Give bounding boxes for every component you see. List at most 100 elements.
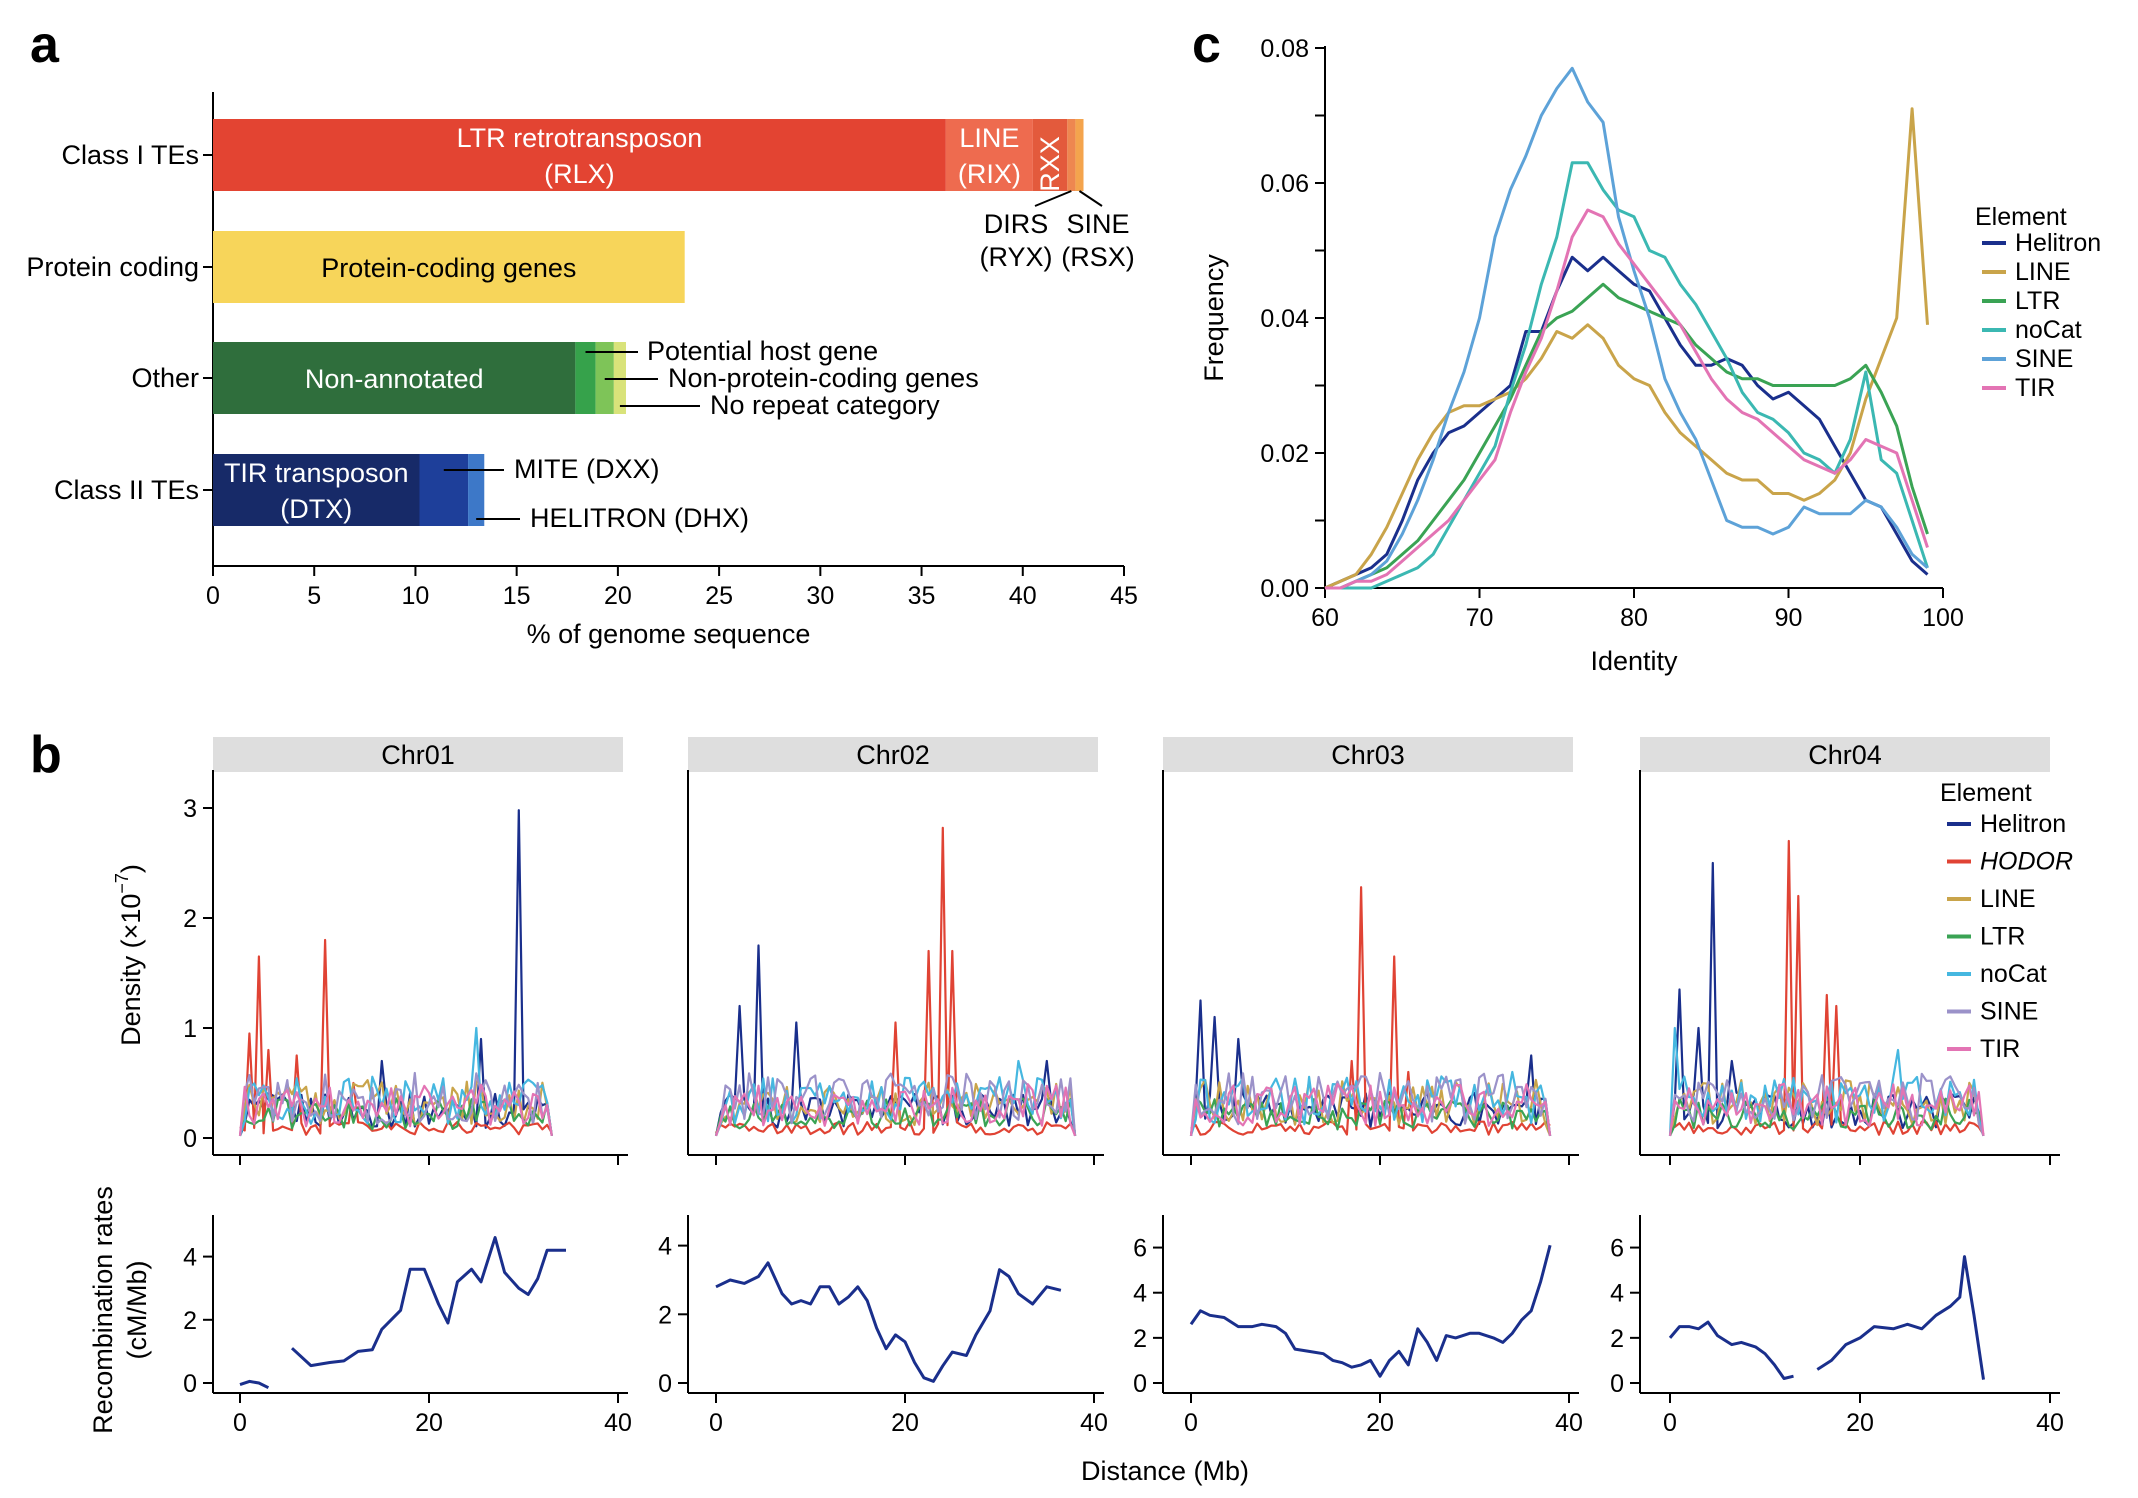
bar-label-line-code: (RIX) xyxy=(958,159,1021,189)
density-y-axis-label: Density (×10−7) xyxy=(112,864,146,1046)
panel-label-a: a xyxy=(30,16,60,74)
callout-potential-host: Potential host gene xyxy=(647,336,878,366)
x-tick-label: 15 xyxy=(503,582,531,610)
legend-label-sine: SINE xyxy=(2015,345,2073,373)
y-tick-label: 0.02 xyxy=(1260,440,1309,468)
density-line-ltr xyxy=(1189,1097,1552,1137)
callout-non-protein: Non-protein-coding genes xyxy=(668,363,979,393)
category-label: Class II TEs xyxy=(54,475,199,505)
legend-label-ltr: LTR xyxy=(2015,287,2060,315)
recomb-y-tick-label: 4 xyxy=(658,1233,672,1261)
recomb-y-axis-label-line1: Recombination rates xyxy=(88,1186,118,1434)
callout-sine-code: (RSX) xyxy=(1061,242,1135,272)
series-line-line xyxy=(1324,107,1929,590)
facet-strip-chr02 xyxy=(688,737,1098,772)
x-tick-label: 30 xyxy=(806,582,834,610)
callout-helitron: HELITRON (DHX) xyxy=(530,503,749,533)
recomb-line-chr03-0 xyxy=(1189,1244,1552,1378)
recomb-y-tick-label: 0 xyxy=(183,1370,197,1398)
recomb-y-tick-label: 2 xyxy=(183,1307,197,1335)
recomb-line-chr01-0 xyxy=(239,1379,270,1390)
x-tick-label: 90 xyxy=(1775,604,1803,632)
recomb-y-tick-label: 6 xyxy=(1133,1235,1147,1263)
y-tick-label: 0.06 xyxy=(1260,170,1309,198)
category-label: Other xyxy=(131,363,199,393)
recomb-y-tick-label: 0 xyxy=(1133,1370,1147,1398)
density-line-tir xyxy=(238,1083,553,1136)
legend-label-tir: TIR xyxy=(1980,1035,2020,1063)
category-label: Class I TEs xyxy=(61,140,199,170)
legend-label-sine: SINE xyxy=(1980,998,2038,1026)
x-tick-label: 45 xyxy=(1110,582,1138,610)
density-y-tick-label: 2 xyxy=(183,905,197,933)
legend-label-line: LINE xyxy=(1980,885,2036,913)
series-line-nocat xyxy=(1325,161,1929,590)
series-line-tir xyxy=(1325,208,1929,590)
callout-line-sine xyxy=(1078,190,1103,207)
density-ylabel-close: ) xyxy=(116,864,146,873)
bar-helitron-dhx xyxy=(468,454,485,526)
facet-title-chr03: Chr03 xyxy=(1331,740,1405,770)
callout-mite: MITE (DXX) xyxy=(514,454,660,484)
recomb-x-tick-label: 20 xyxy=(891,1409,919,1437)
density-line-sine xyxy=(1668,1072,1985,1137)
density-line-hodor xyxy=(715,826,1077,1136)
callout-dirs-code: (RYX) xyxy=(979,242,1052,272)
panel-a: a 0 5 10 15 20 25 30 35 40 45 Class I TEs Protein co… xyxy=(26,16,1138,649)
x-tick-label: 100 xyxy=(1922,604,1964,632)
panel-label-c: c xyxy=(1192,16,1221,74)
legend-label-line: LINE xyxy=(2015,258,2071,286)
legend-label-helitron: Helitron xyxy=(2015,229,2101,257)
y-tick-label: 0.08 xyxy=(1260,35,1309,63)
recomb-x-tick-label: 20 xyxy=(1366,1409,1394,1437)
facet-title-chr02: Chr02 xyxy=(856,740,930,770)
facet-strip-chr01 xyxy=(213,737,623,772)
bar-line xyxy=(945,119,1033,191)
series-line-sine xyxy=(1325,66,1929,590)
legend-label-ltr: LTR xyxy=(1980,923,2025,951)
recomb-y-axis-label-line2: (cM/Mb) xyxy=(122,1261,152,1360)
y-axis-label: Frequency xyxy=(1199,254,1229,382)
bar-label-non-annotated: Non-annotated xyxy=(305,364,484,394)
x-tick-label: 35 xyxy=(908,582,936,610)
recomb-line-chr02-0 xyxy=(715,1261,1062,1383)
legend-title: Element xyxy=(1940,779,2032,807)
density-y-tick-label: 3 xyxy=(183,795,197,823)
recomb-y-tick-label: 4 xyxy=(1133,1280,1147,1308)
recomb-line-chr01-1 xyxy=(290,1236,566,1368)
bar-mite-dxx xyxy=(419,454,469,526)
callout-line-dirs xyxy=(1034,190,1072,207)
x-axis-label: Identity xyxy=(1590,646,1678,676)
bar-non-annotated xyxy=(213,342,576,414)
recomb-x-tick-label: 40 xyxy=(2036,1409,2064,1437)
y-tick-label: 0.00 xyxy=(1260,575,1309,603)
x-tick-label: 5 xyxy=(307,582,321,610)
series-line-helitron xyxy=(1324,255,1929,590)
recomb-line-chr04-0 xyxy=(1668,1320,1794,1380)
x-tick-label: 25 xyxy=(705,582,733,610)
x-tick-label: 0 xyxy=(206,582,220,610)
legend-label-nocat: noCat xyxy=(2015,316,2082,344)
recomb-y-tick-label: 6 xyxy=(1610,1235,1624,1263)
x-tick-label: 20 xyxy=(604,582,632,610)
series-line-ltr xyxy=(1325,282,1929,590)
bar-ltr-retrotransposon xyxy=(213,119,946,191)
recomb-y-tick-label: 2 xyxy=(1133,1325,1147,1353)
recomb-y-tick-label: 0 xyxy=(658,1370,672,1398)
density-line-sine xyxy=(238,1071,553,1136)
density-ylabel-main: Density (×10 xyxy=(116,894,146,1046)
callout-sine: SINE xyxy=(1066,209,1129,239)
density-line-tir xyxy=(1189,1082,1552,1136)
bar-rxx xyxy=(1032,119,1068,191)
recomb-line-chr04-1 xyxy=(1816,1255,1985,1380)
density-line-line xyxy=(238,1079,553,1136)
recomb-x-tick-label: 0 xyxy=(233,1409,247,1437)
x-axis-label: Distance (Mb) xyxy=(1081,1456,1249,1486)
bar-potential-host-gene xyxy=(575,342,596,414)
x-tick-label: 70 xyxy=(1466,604,1494,632)
recomb-x-tick-label: 40 xyxy=(604,1409,632,1437)
recomb-y-tick-label: 2 xyxy=(1610,1325,1624,1353)
x-tick-label: 10 xyxy=(402,582,430,610)
density-y-tick-label: 0 xyxy=(183,1125,197,1153)
